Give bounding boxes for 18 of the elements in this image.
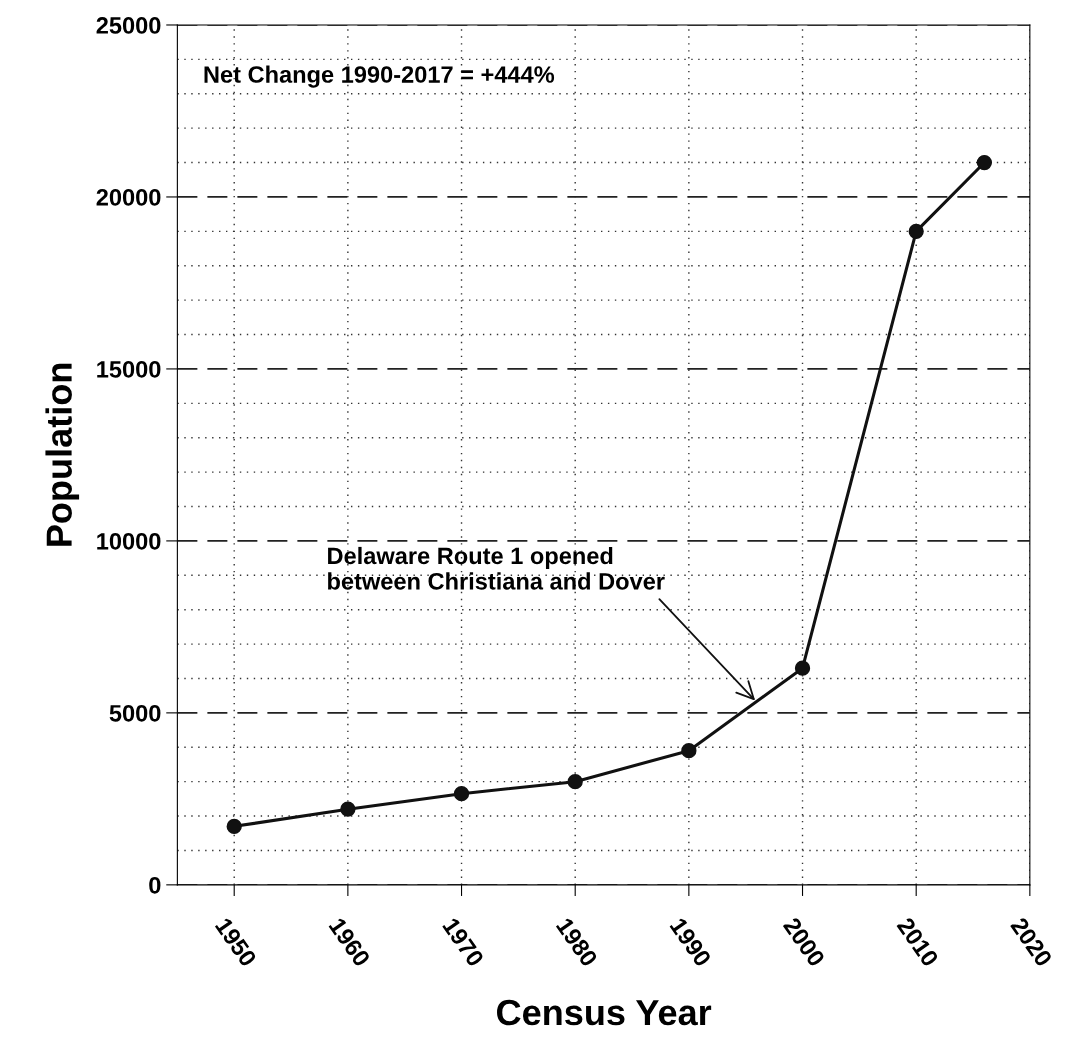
point (681, 743, 697, 759)
y-tick-label: 0 (149, 876, 161, 894)
y-tick-label: 25000 (96, 17, 161, 34)
x-axis-title: Census Year (497, 999, 712, 1026)
y-tick-label: 20000 (96, 189, 161, 206)
point (976, 154, 993, 171)
point (567, 774, 583, 790)
point (340, 801, 356, 817)
point (794, 660, 811, 676)
y-tick-label: 10000 (97, 532, 161, 550)
point (453, 786, 470, 802)
point (226, 818, 242, 835)
y-axis-title: Population (45, 363, 80, 546)
y-tick-label: 5000 (109, 704, 161, 722)
point (908, 223, 924, 239)
y-tick-label: 15000 (97, 361, 161, 378)
annotation: Delaware Route 1 opened between Christiana and Dover (328, 546, 665, 590)
annotation: Net Change 1990-2017 = +444% (204, 65, 555, 88)
